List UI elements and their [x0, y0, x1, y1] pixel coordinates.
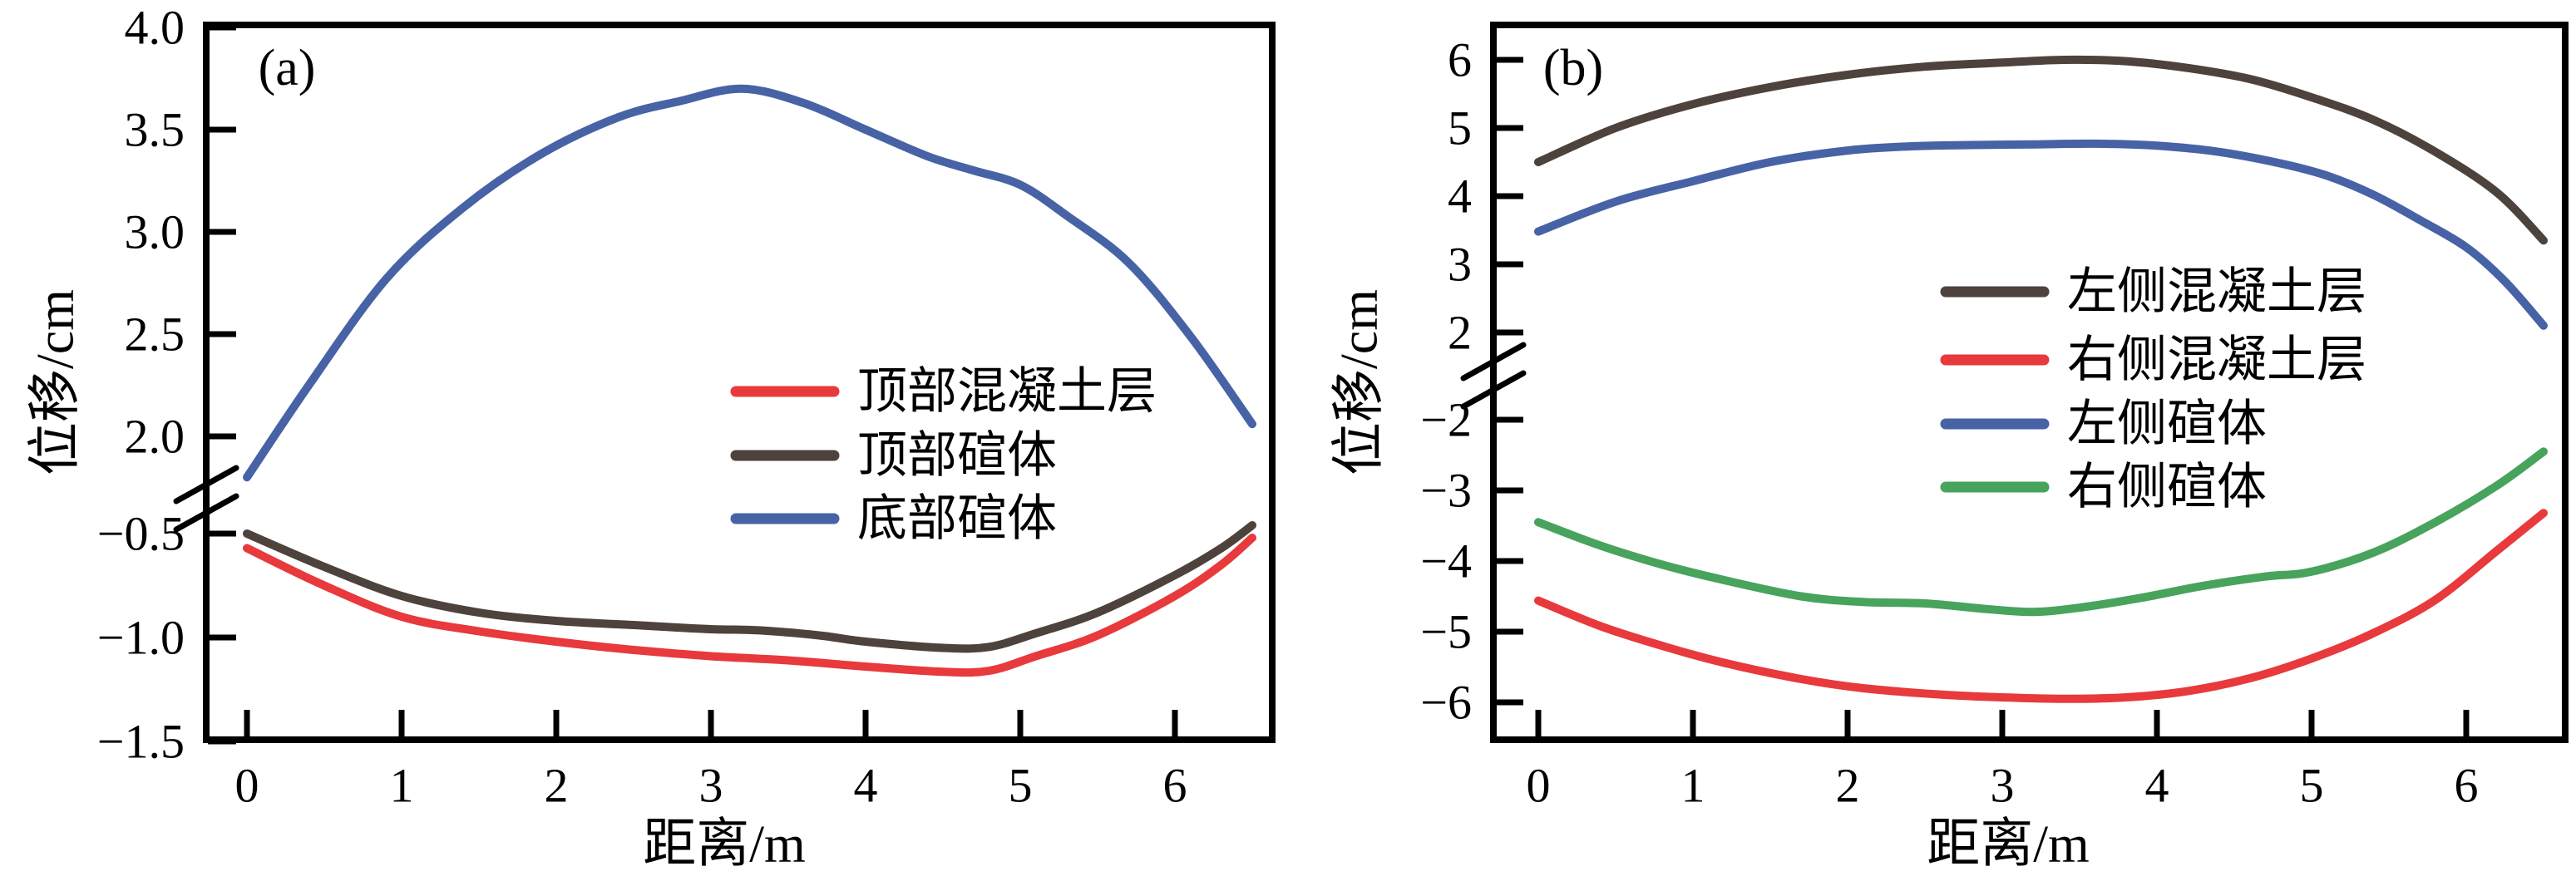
- y-tick-label: −1.0: [97, 611, 185, 665]
- legend-label: 左侧碹体: [2067, 396, 2267, 451]
- series-line-left-xuan-body: [1534, 139, 2548, 330]
- y-tick-label: 2.5: [125, 308, 185, 362]
- x-tick-label: 6: [1163, 759, 1187, 813]
- x-tick-label: 4: [2145, 759, 2169, 813]
- y-tick-label: −3: [1420, 464, 1472, 518]
- y-tick-label: 2.0: [125, 410, 185, 464]
- legend-label: 顶部混凝土层: [857, 364, 1157, 419]
- y-tick-label: 4.0: [125, 1, 185, 55]
- chart-panel-a: 0 1 2 3 4 5 6 4.0 3.5 3.0 2.5 2.0 −0.5 −1.0 −1.5 (a) 距离/…: [26, 1, 1276, 874]
- legend-item: 左侧碹体: [1940, 396, 2267, 451]
- x-tick-label: 5: [1009, 759, 1033, 813]
- x-tick-label: 6: [2455, 759, 2479, 813]
- x-tick-label: 0: [1527, 759, 1551, 813]
- series-line-right-concrete-layer: [1534, 509, 2548, 703]
- x-axis-title: 距离/m: [1927, 815, 2090, 874]
- y-axis-title: 位移/cm: [1330, 289, 1389, 475]
- plot-border: [203, 22, 1276, 743]
- legend-label: 顶部碹体: [857, 428, 1057, 483]
- y-tick-label: −6: [1420, 676, 1472, 730]
- panel-label: (a): [259, 40, 316, 96]
- legend-label: 右侧混凝土层: [2067, 332, 2366, 387]
- legend-item: 左侧混凝土层: [1940, 264, 2366, 319]
- x-tick-label: 1: [390, 759, 414, 813]
- legend-item: 顶部混凝土层: [730, 364, 1157, 419]
- x-tick-label: 2: [545, 759, 569, 813]
- series-line-right-xuan-body: [1534, 447, 2548, 617]
- panel-label: (b): [1543, 40, 1603, 96]
- legend-label: 底部碹体: [857, 491, 1057, 546]
- legend-item: 顶部碹体: [730, 428, 1057, 483]
- x-tick-label: 3: [1991, 759, 2015, 813]
- series-line-left-concrete-layer: [1534, 55, 2548, 245]
- x-tick-label: 4: [854, 759, 878, 813]
- y-tick-label: 6: [1448, 33, 1472, 87]
- series-line-top-concrete-layer: [243, 534, 1256, 677]
- x-tick-label: 3: [699, 759, 723, 813]
- y-tick-label: 3: [1448, 238, 1472, 292]
- legend-item: 底部碹体: [730, 491, 1057, 546]
- y-tick-label: −1.5: [97, 715, 185, 769]
- y-tick-label: 3.5: [125, 103, 185, 157]
- y-tick-label: 5: [1448, 101, 1472, 155]
- y-tick-label: 2: [1448, 306, 1472, 360]
- x-tick-label: 1: [1681, 759, 1705, 813]
- y-tick-label: −0.5: [97, 507, 185, 561]
- plot-border: [1490, 22, 2569, 743]
- y-tick-label: −2: [1420, 393, 1472, 447]
- y-tick-label: 3.0: [125, 205, 185, 259]
- x-tick-label: 0: [235, 759, 259, 813]
- x-axis-title: 距离/m: [643, 815, 806, 874]
- legend-label: 左侧混凝土层: [2067, 264, 2366, 319]
- x-tick-label: 2: [1836, 759, 1860, 813]
- y-axis-title: 位移/cm: [26, 289, 85, 475]
- series-line-bottom-xuan-body: [243, 84, 1256, 482]
- legend-item: 右侧混凝土层: [1940, 332, 2366, 387]
- y-tick-label: −4: [1420, 534, 1472, 588]
- axis-break-slash-icon: [1460, 342, 1527, 382]
- chart-panel-b: 0 1 2 3 4 5 6 6 5 4 3 2 −2 −3 −4 −5 −6 (b) 距离/m 位移/cm 左侧混凝土层…: [1330, 22, 2569, 874]
- axis-break-slash-icon: [173, 465, 239, 505]
- y-tick-label: −5: [1420, 605, 1472, 659]
- series-line-top-xuan-body: [243, 521, 1256, 653]
- legend-label: 右侧碹体: [2067, 460, 2267, 514]
- axis-break-slash-icon: [173, 493, 239, 533]
- x-tick-label: 5: [2300, 759, 2324, 813]
- y-tick-label: 4: [1448, 170, 1472, 224]
- legend-item: 右侧碹体: [1940, 460, 2267, 514]
- axis-break-slash-icon: [1460, 370, 1527, 410]
